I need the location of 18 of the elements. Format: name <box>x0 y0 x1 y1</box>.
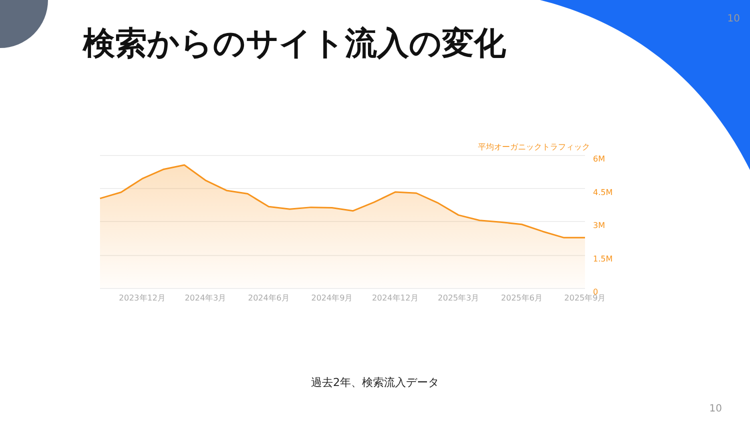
y-axis-title: 平均オーガニックトラフィック <box>478 142 590 152</box>
chart-title: 検索からのサイト流入の変化 <box>82 24 507 62</box>
x-tick-label: 2025年9月 <box>564 294 606 302</box>
x-tick-label: 2024年3月 <box>184 294 226 302</box>
x-tick-label: 2025年3月 <box>438 294 480 302</box>
x-tick-label: 2023年12月 <box>118 294 166 302</box>
y-tick-label: 1.5M <box>593 254 613 264</box>
y-tick-label: 4.5M <box>593 188 613 197</box>
x-tick-label: 2024年6月 <box>248 294 290 302</box>
text: 過去2年、検索流入データ <box>311 376 439 389</box>
x-tick-label: 2024年9月 <box>311 294 353 302</box>
y-tick-label: 6M <box>593 154 606 164</box>
text: 10 <box>709 404 722 414</box>
x-tick-label: 2025年6月 <box>501 294 542 302</box>
x-tick-label: 2024年12月 <box>372 294 418 302</box>
y-tick-label: 3M <box>593 221 606 230</box>
y-tick-label: 0 <box>593 288 598 296</box>
text: 10 <box>727 14 740 24</box>
